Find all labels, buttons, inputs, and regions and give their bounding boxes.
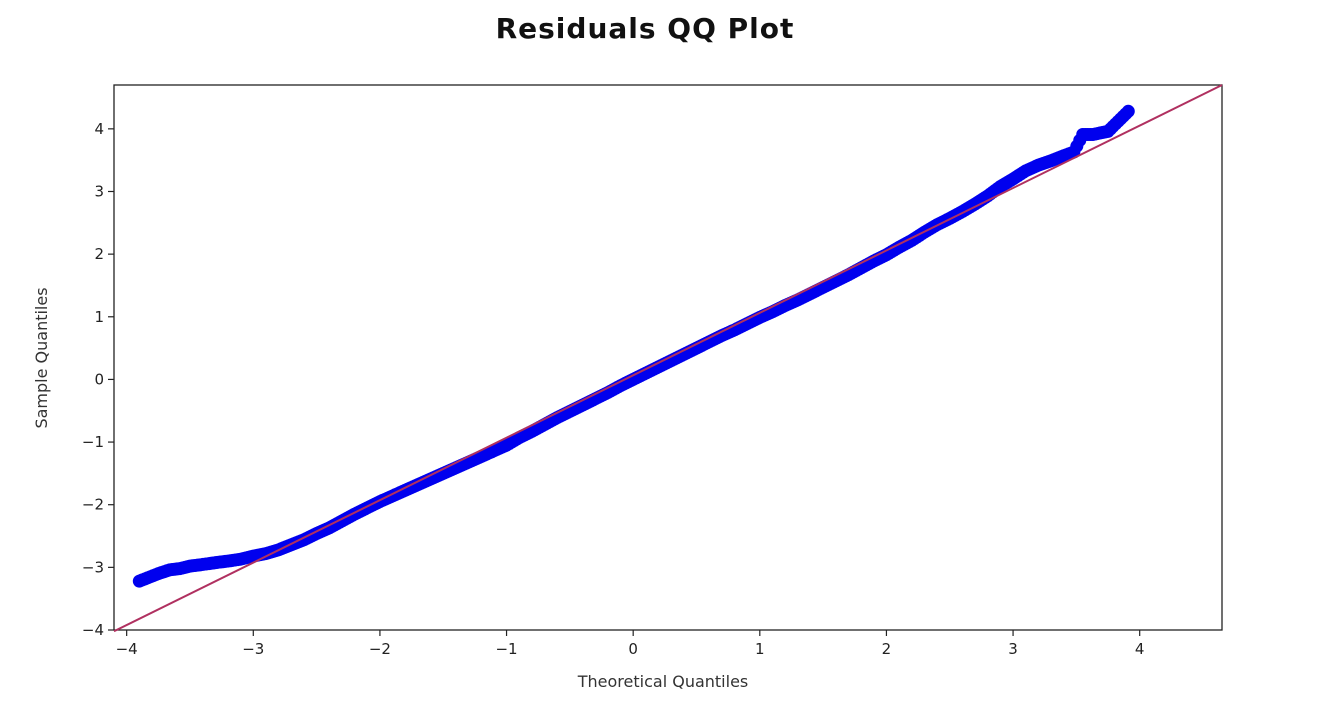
y-axis-label: Sample Quantiles — [32, 287, 51, 428]
y-tick-label: 0 — [94, 370, 104, 388]
y-tick-label: −3 — [82, 558, 104, 576]
sample-points — [132, 104, 1135, 588]
y-tick-label: 1 — [94, 308, 104, 326]
chart-title: Residuals QQ Plot — [496, 12, 795, 45]
y-tick-label: −2 — [82, 496, 104, 514]
x-tick-label: 0 — [628, 640, 638, 658]
x-tick-label: −2 — [369, 640, 391, 658]
x-tick-label: −3 — [242, 640, 264, 658]
y-tick-label: 3 — [94, 182, 104, 200]
x-tick-label: −1 — [495, 640, 517, 658]
y-tick-label: 4 — [94, 120, 104, 138]
y-tick-label: −1 — [82, 433, 104, 451]
y-tick-label: 2 — [94, 245, 104, 263]
x-axis: −4 −3 −2 −1 0 1 2 3 4 — [116, 630, 1145, 658]
plot-frame — [113, 84, 1223, 631]
data-point — [1121, 104, 1135, 118]
y-axis: −4 −3 −2 −1 0 1 2 3 4 — [82, 120, 114, 639]
x-tick-label: −4 — [116, 640, 138, 658]
x-axis-label: Theoretical Quantiles — [577, 672, 749, 691]
reference-line — [113, 84, 1223, 633]
x-tick-label: 1 — [755, 640, 765, 658]
x-tick-label: 4 — [1135, 640, 1145, 658]
x-tick-label: 3 — [1008, 640, 1018, 658]
y-tick-label: −4 — [82, 621, 104, 639]
x-tick-label: 2 — [882, 640, 892, 658]
